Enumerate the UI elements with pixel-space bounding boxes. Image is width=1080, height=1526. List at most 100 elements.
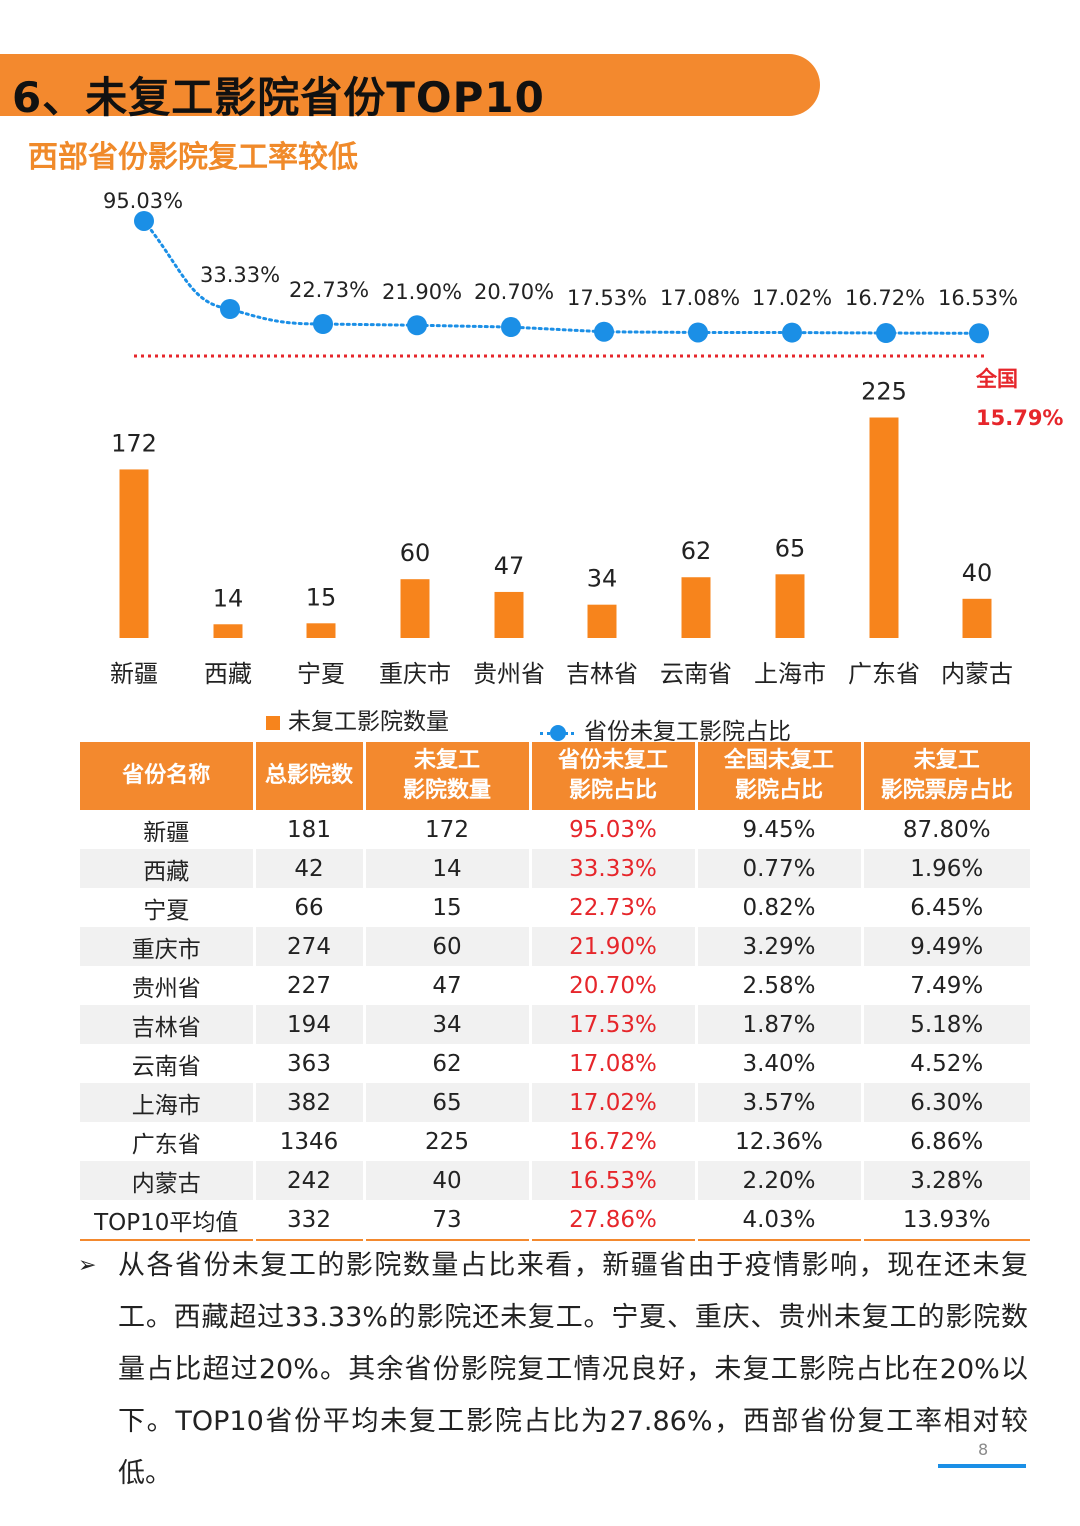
- table-header-cell: 省份名称: [80, 742, 254, 810]
- table-header-text: 省份未复工: [557, 748, 668, 773]
- legend-bar-label: 未复工影院数量: [288, 709, 449, 735]
- table-cell: 382: [252, 1083, 364, 1122]
- table-cell: 吉林省: [80, 1005, 254, 1044]
- table-header-text: 影院占比: [568, 778, 657, 803]
- table-row: 上海市 382 65 17.02% 3.57% 6.30%: [80, 1083, 1030, 1122]
- table-cell: 181: [252, 810, 364, 849]
- percent-point: [876, 323, 896, 344]
- table-cell: 1346: [252, 1122, 364, 1161]
- table-cell: 16.72%: [528, 1122, 696, 1161]
- table-cell: 73: [362, 1200, 530, 1241]
- percent-label: 22.73%: [289, 278, 369, 302]
- bar: [681, 577, 711, 638]
- table-header-row: 省份名称 总影院数 未复工 影院数量 省份未复工 影院占比 全国未复工 影院占比 未复工 影院票房…: [80, 742, 1030, 810]
- percent-label: 33.33%: [200, 263, 280, 287]
- table-cell: 194: [252, 1005, 364, 1044]
- table-cell: 33.33%: [528, 849, 696, 888]
- table-header-cell: 总影院数: [252, 742, 364, 810]
- bar-value-label: 225: [861, 378, 907, 406]
- x-tick-label: 内蒙古: [941, 660, 1013, 688]
- table-cell: 14: [362, 849, 530, 888]
- percent-point: [688, 322, 708, 343]
- table-cell: 47: [362, 966, 530, 1005]
- table-cell: 重庆市: [80, 927, 254, 966]
- bar-value-label: 62: [681, 537, 712, 565]
- bar: [775, 574, 805, 638]
- table-body: 新疆 181 172 95.03% 9.45% 87.80% 西藏 42 14 33.33% 0.7…: [80, 810, 1030, 1241]
- bar-value-label: 40: [962, 559, 993, 587]
- table-cell: 6.45%: [860, 888, 1030, 927]
- table-cell: 2.20%: [694, 1161, 862, 1200]
- table-cell: 363: [252, 1044, 364, 1083]
- bar: [587, 604, 617, 638]
- table-row: 贵州省 227 47 20.70% 2.58% 7.49%: [80, 966, 1030, 1005]
- summary-paragraph: ➢ 从各省份未复工的影院数量占比来看，新疆省由于疫情影响，现在还未复工。西藏超过…: [78, 1240, 1028, 1500]
- x-tick-label: 云南省: [660, 660, 732, 688]
- table-cell: 新疆: [143, 819, 190, 846]
- table-row: 宁夏 66 15 22.73% 0.82% 6.45%: [80, 888, 1030, 927]
- bar-value-label: 172: [111, 429, 157, 457]
- table-row: 吉林省 194 34 17.53% 1.87% 5.18%: [80, 1005, 1030, 1044]
- percent-point: [594, 321, 614, 342]
- bar: [869, 417, 899, 638]
- table-cell: 0.77%: [694, 849, 862, 888]
- bar: [306, 623, 336, 638]
- summary-text: 从各省份未复工的影院数量占比来看，新疆省由于疫情影响，现在还未复工。西藏超过33…: [118, 1250, 1028, 1489]
- percent-point: [134, 210, 154, 231]
- page-number: 8: [978, 1440, 989, 1459]
- bar-value-label: 14: [213, 584, 244, 612]
- table-cell: 16.53%: [528, 1161, 696, 1200]
- bullet-arrow-icon: ➢: [78, 1253, 97, 1278]
- page-title: 6、未复工影院省份TOP10: [12, 73, 545, 122]
- legend-bar-entry: 未复工影院数量: [266, 702, 449, 736]
- percent-point: [969, 323, 989, 344]
- table-cell: 66: [252, 888, 364, 927]
- table-cell: 1.87%: [694, 1005, 862, 1044]
- table-cell: 20.70%: [528, 966, 696, 1005]
- percent-line: [142, 219, 981, 335]
- table-cell: 225: [362, 1122, 530, 1161]
- legend-line-swatch: [540, 724, 574, 741]
- x-tick-label: 宁夏: [297, 660, 345, 688]
- table-cell: 12.36%: [694, 1122, 862, 1161]
- table-header-text: 影院数量: [402, 778, 491, 803]
- table-cell: 3.29%: [694, 927, 862, 966]
- bar-value-label: 15: [306, 583, 337, 611]
- table-cell: 7.49%: [860, 966, 1030, 1005]
- table-header-text: 影院占比: [734, 778, 823, 803]
- page-subtitle: 西部省份影院复工率较低: [28, 140, 358, 175]
- bar: [962, 598, 992, 638]
- table-cell: 宁夏: [143, 897, 190, 924]
- table-cell: 242: [252, 1161, 364, 1200]
- table-cell: 34: [362, 1005, 530, 1044]
- x-tick-label: 上海市: [754, 660, 826, 688]
- percent-point: [501, 317, 521, 338]
- table-cell: TOP10平均值: [80, 1200, 254, 1241]
- table-cell: 0.82%: [694, 888, 862, 927]
- table-cell: 274: [252, 927, 364, 966]
- percent-label: 21.90%: [382, 280, 462, 304]
- bar-value-label: 60: [400, 539, 431, 567]
- table-header-text: 影院票房占比: [880, 778, 1013, 803]
- table-cell: 15: [362, 888, 530, 927]
- table-cell: 9.49%: [860, 927, 1030, 966]
- data-table: 省份名称 总影院数 未复工 影院数量 省份未复工 影院占比 全国未复工 影院占比 未复工 影院票房…: [80, 742, 1030, 1241]
- table-cell: 87.80%: [860, 810, 1030, 849]
- table-cell: 332: [252, 1200, 364, 1241]
- percent-point: [782, 322, 802, 343]
- percent-label: 17.53%: [567, 286, 647, 310]
- table-cell: 17.02%: [528, 1083, 696, 1122]
- table-row: 云南省 363 62 17.08% 3.40% 4.52%: [80, 1044, 1030, 1083]
- table-cell: 21.90%: [528, 927, 696, 966]
- percent-label: 95.03%: [103, 189, 183, 213]
- table-header-text: 省份名称: [122, 763, 211, 788]
- table-cell: 95.03%: [528, 810, 696, 849]
- table-cell: 3.40%: [694, 1044, 862, 1083]
- table-cell: 5.18%: [860, 1005, 1030, 1044]
- table-header-text: 未复工: [413, 748, 480, 773]
- table-cell: 云南省: [131, 1053, 201, 1080]
- table-cell: 贵州省: [131, 975, 201, 1002]
- table-cell: 3.57%: [694, 1083, 862, 1122]
- table-cell: 65: [362, 1083, 530, 1122]
- table-cell: 6.86%: [860, 1122, 1030, 1161]
